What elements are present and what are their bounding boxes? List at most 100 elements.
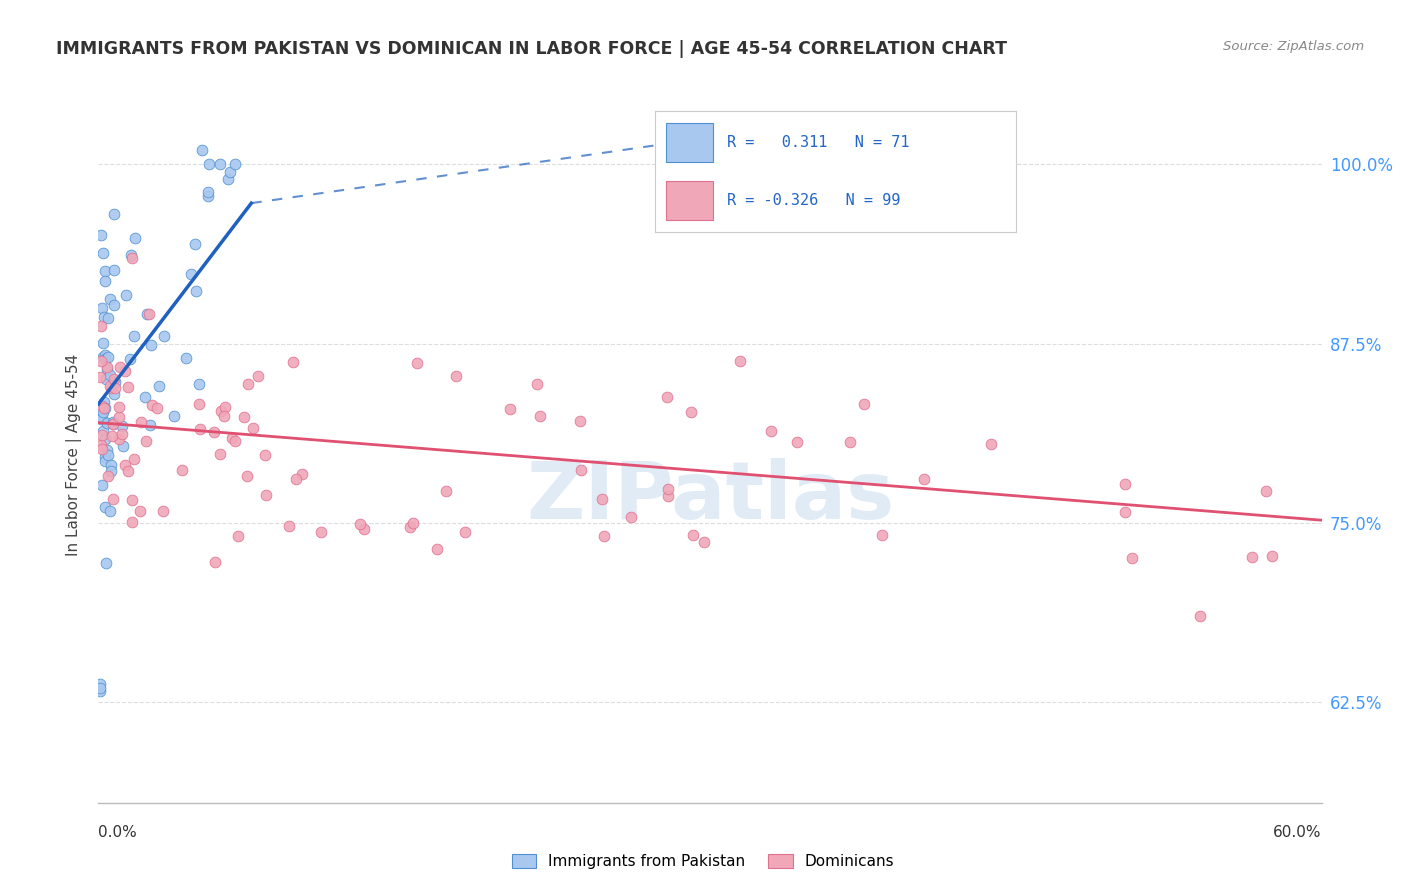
Point xyxy=(97,448,120,462)
Point xyxy=(141,398,163,412)
Point xyxy=(91,301,114,315)
Point xyxy=(110,419,132,434)
Point xyxy=(399,520,422,534)
Point xyxy=(786,434,808,449)
Point xyxy=(135,434,157,449)
Point xyxy=(100,381,122,395)
Point xyxy=(278,519,301,533)
Point xyxy=(446,368,468,383)
Point xyxy=(98,368,121,383)
Point xyxy=(101,417,124,431)
Point xyxy=(139,338,162,352)
Point xyxy=(121,492,143,507)
Point xyxy=(97,350,120,364)
Point xyxy=(246,368,269,383)
Point xyxy=(221,431,243,445)
Text: IMMIGRANTS FROM PAKISTAN VS DOMINICAN IN LABOR FORCE | AGE 45-54 CORRELATION CHA: IMMIGRANTS FROM PAKISTAN VS DOMINICAN IN… xyxy=(56,40,1007,58)
Point xyxy=(103,263,125,277)
Point xyxy=(146,401,169,415)
Text: ZIPatlas: ZIPatlas xyxy=(526,458,894,536)
Point xyxy=(90,399,112,413)
Point xyxy=(454,524,477,539)
Point xyxy=(1241,550,1264,565)
Point xyxy=(121,515,143,529)
Point xyxy=(94,348,117,362)
Point xyxy=(94,454,117,468)
Point xyxy=(236,468,259,483)
Point xyxy=(693,535,716,549)
Point xyxy=(284,471,307,485)
Point xyxy=(103,297,125,311)
Point xyxy=(838,434,860,449)
Point xyxy=(117,464,139,478)
Point xyxy=(180,267,202,281)
Point xyxy=(290,467,312,481)
Point xyxy=(183,237,205,252)
Point xyxy=(93,264,115,278)
Point xyxy=(93,401,115,416)
Point xyxy=(101,415,124,429)
Point xyxy=(118,352,141,367)
Point xyxy=(89,353,111,368)
Point xyxy=(121,248,143,262)
Point xyxy=(197,185,219,199)
Point xyxy=(657,489,679,503)
Point xyxy=(208,157,231,171)
Point xyxy=(176,351,198,366)
Point xyxy=(186,284,208,298)
Point xyxy=(853,397,876,411)
Point xyxy=(402,516,425,530)
Point xyxy=(100,458,122,472)
Point xyxy=(121,251,143,265)
Point xyxy=(124,231,146,245)
Point xyxy=(188,397,211,411)
Point xyxy=(148,379,170,393)
Point xyxy=(90,412,112,426)
Point xyxy=(108,432,131,446)
Point xyxy=(107,400,129,414)
Point xyxy=(101,492,124,507)
Point xyxy=(93,395,115,409)
Point xyxy=(101,417,124,431)
Y-axis label: In Labor Force | Age 45-54: In Labor Force | Age 45-54 xyxy=(66,354,83,556)
Point xyxy=(254,448,277,462)
Point xyxy=(226,529,249,543)
Point xyxy=(103,372,125,386)
Point xyxy=(870,528,893,542)
Point xyxy=(499,402,522,417)
Point xyxy=(620,510,643,524)
Point xyxy=(152,503,174,517)
Point xyxy=(349,516,371,531)
Point xyxy=(657,390,679,404)
Point xyxy=(128,504,150,518)
Point xyxy=(139,417,162,432)
Point xyxy=(242,421,264,435)
Point xyxy=(526,377,548,392)
Point xyxy=(529,409,551,423)
Point xyxy=(90,411,112,425)
Point xyxy=(309,524,332,539)
Text: 0.0%: 0.0% xyxy=(98,825,138,840)
Point xyxy=(94,432,117,446)
Point xyxy=(103,207,125,221)
Point xyxy=(138,307,160,321)
Point xyxy=(96,556,118,570)
Point xyxy=(980,437,1002,451)
Point xyxy=(204,555,226,569)
Point xyxy=(98,292,121,306)
Point xyxy=(96,372,118,386)
Point xyxy=(198,157,221,171)
Point xyxy=(108,359,131,374)
Point xyxy=(96,416,118,430)
Point xyxy=(117,380,139,394)
Point xyxy=(153,329,176,343)
Point xyxy=(97,310,120,325)
Point xyxy=(202,425,225,440)
Point xyxy=(94,351,117,366)
Point xyxy=(89,677,111,691)
Point xyxy=(657,483,679,497)
Point xyxy=(122,328,145,343)
Point xyxy=(187,377,209,392)
Point xyxy=(353,522,375,536)
Point xyxy=(91,351,114,365)
